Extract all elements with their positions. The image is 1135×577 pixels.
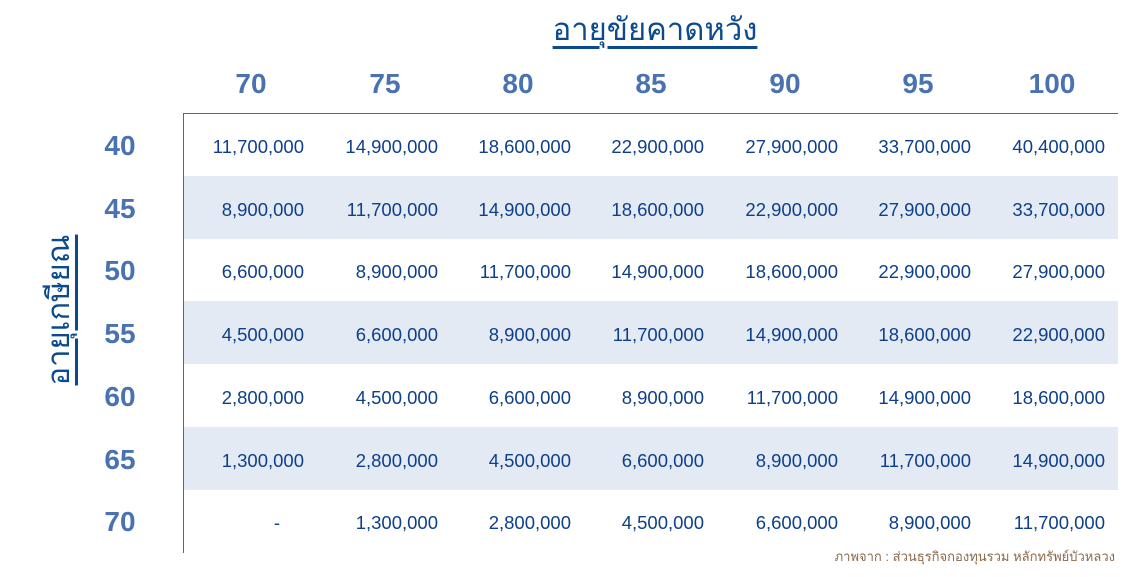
column-header: 100 — [1028, 68, 1076, 99]
table-cell: 11,700,000 — [1013, 512, 1105, 534]
table-cell: 27,900,000 — [745, 136, 838, 157]
table-cell: 18,600,000 — [878, 324, 971, 346]
table-cell: 14,900,000 — [745, 324, 838, 346]
table-cell: 6,600,000 — [221, 261, 304, 283]
table-cell: 14,900,000 — [878, 386, 971, 408]
row-header: 40 — [104, 130, 136, 161]
table-cell: 4,500,000 — [355, 386, 438, 408]
column-header: 70 — [235, 68, 267, 99]
table-cell: 8,900,000 — [621, 386, 704, 408]
table-cell: 2,800,000 — [355, 449, 438, 471]
table-cell: 11,700,000 — [746, 386, 838, 408]
table-cell: 18,600,000 — [478, 136, 571, 157]
table-cell: 1,300,000 — [355, 512, 438, 534]
table-cell: 8,900,000 — [888, 512, 971, 534]
row-header: 50 — [104, 255, 136, 287]
table-cell: 8,900,000 — [221, 198, 304, 220]
table-cell: 8,900,000 — [488, 324, 571, 346]
column-header: 75 — [369, 68, 401, 99]
table-cell: 27,900,000 — [1012, 261, 1105, 283]
source-caption: ภาพจาก : ส่วนธุรกิจกองทุนรวม หลักทรัพย์บ… — [834, 549, 1115, 564]
row-stripe — [184, 426, 1118, 490]
table-cell: 22,900,000 — [611, 136, 704, 157]
table-cell: 11,700,000 — [346, 198, 438, 220]
table-cell: 18,600,000 — [611, 198, 704, 220]
column-header: 85 — [635, 68, 667, 99]
table-cell: 2,800,000 — [488, 512, 571, 534]
column-header: 90 — [769, 68, 801, 99]
table-cell: 11,700,000 — [879, 449, 971, 471]
table-cell: 11,700,000 — [612, 324, 704, 346]
table-cell: 14,900,000 — [1012, 449, 1105, 471]
table-cell: 8,900,000 — [755, 449, 838, 471]
row-header: 45 — [104, 192, 136, 224]
table-cell: 4,500,000 — [221, 324, 304, 346]
row-header: 65 — [104, 443, 136, 475]
table-cell: 22,900,000 — [878, 261, 971, 283]
column-header: 95 — [902, 68, 934, 99]
table-cell: 8,900,000 — [355, 261, 438, 283]
table-cell: 11,700,000 — [212, 136, 304, 157]
table-cell: 33,700,000 — [878, 136, 971, 157]
table-cell: 14,900,000 — [611, 261, 704, 283]
column-header: 80 — [502, 68, 534, 99]
table-cell: 22,900,000 — [1012, 324, 1105, 346]
table-cell: 14,900,000 — [478, 198, 571, 220]
table-cell: 27,900,000 — [878, 198, 971, 220]
table-cell: 6,600,000 — [621, 449, 704, 471]
table-cell: 22,900,000 — [745, 198, 838, 220]
row-axis-title: อายุเกษียณ — [41, 234, 76, 386]
table-cell: 33,700,000 — [1012, 198, 1105, 220]
row-header: 55 — [104, 318, 136, 350]
row-header: 70 — [104, 506, 136, 538]
table-cell: 6,600,000 — [755, 512, 838, 534]
table-cell: 1,300,000 — [221, 449, 304, 471]
column-axis-title: อายุขัยคาดหวัง — [552, 12, 758, 47]
table-cell: 18,600,000 — [1012, 386, 1105, 408]
table-cell: 4,500,000 — [621, 512, 704, 534]
table-cell: - — [273, 512, 281, 534]
table-cell: 4,500,000 — [488, 449, 571, 471]
table-cell: 18,600,000 — [745, 261, 838, 283]
table-cell: 14,900,000 — [345, 136, 438, 157]
row-stripe — [184, 301, 1118, 365]
row-header: 60 — [104, 380, 136, 412]
table-cell: 2,800,000 — [221, 386, 304, 408]
table-cell: 11,700,000 — [479, 261, 571, 283]
table-cell: 40,400,000 — [1012, 136, 1105, 157]
horizontal-divider — [183, 113, 1118, 114]
vertical-divider — [183, 113, 184, 553]
table-cell: 6,600,000 — [488, 386, 571, 408]
table-cell: 6,600,000 — [355, 324, 438, 346]
row-stripe — [184, 175, 1118, 239]
